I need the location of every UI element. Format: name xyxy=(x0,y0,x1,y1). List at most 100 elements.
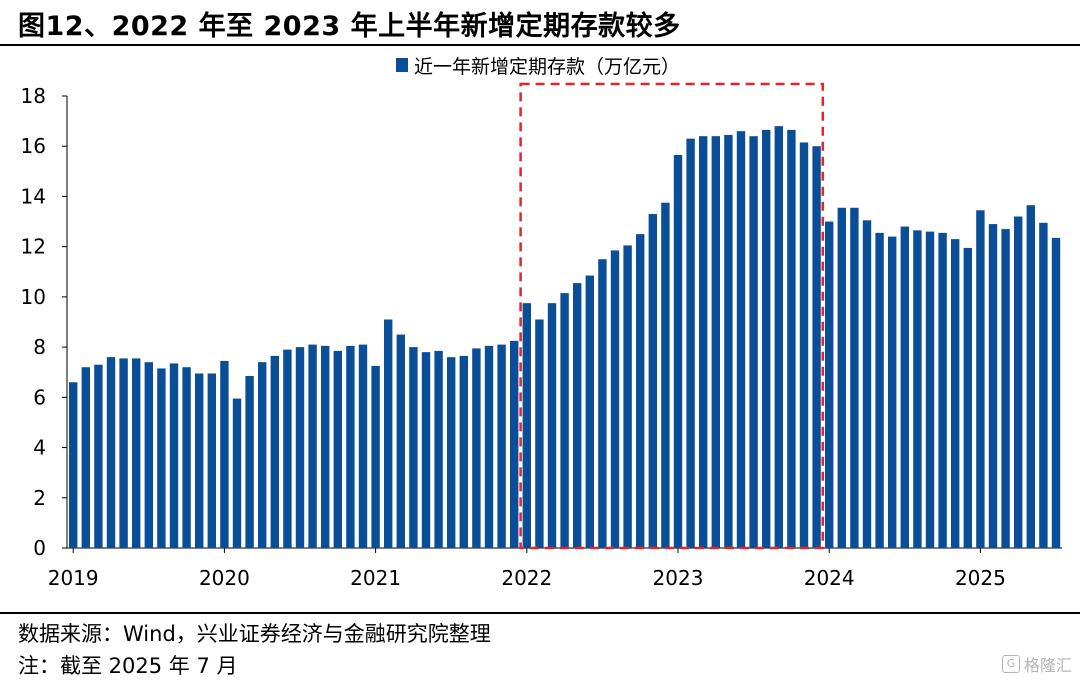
bar xyxy=(295,347,305,548)
bar xyxy=(951,239,960,548)
bar xyxy=(850,207,859,548)
bar xyxy=(270,355,279,548)
bar xyxy=(888,236,897,548)
x-axis: 2019 2020 2021 2022 2023 2024 2025 xyxy=(48,547,1062,590)
bar xyxy=(94,364,103,548)
watermark: G 格隆汇 xyxy=(1001,652,1072,676)
bar xyxy=(623,245,632,548)
highlight-box xyxy=(519,82,825,550)
bar xyxy=(963,247,972,548)
bar xyxy=(384,319,393,548)
bar xyxy=(686,138,695,548)
bar xyxy=(938,232,947,548)
bar xyxy=(1014,216,1023,549)
y-tick-label: 12 xyxy=(21,235,46,259)
bar xyxy=(762,129,771,548)
x-tick-label: 2021 xyxy=(350,566,401,590)
bar xyxy=(119,358,128,548)
bar xyxy=(358,344,368,548)
bar xyxy=(1051,237,1061,548)
bar xyxy=(799,142,809,548)
bar-series xyxy=(69,126,1061,549)
x-tick-label: 2022 xyxy=(501,566,552,590)
watermark-logo-icon: G xyxy=(1001,655,1020,673)
bar xyxy=(598,259,607,548)
bar xyxy=(585,275,594,548)
bar xyxy=(510,340,519,548)
watermark-text: 格隆汇 xyxy=(1023,656,1072,675)
y-tick-label: 4 xyxy=(33,436,46,460)
bar xyxy=(245,375,254,548)
bar xyxy=(862,220,872,549)
bar xyxy=(283,349,292,548)
bar xyxy=(69,382,78,548)
bar xyxy=(661,202,670,548)
figure-title: 图12、2022 年至 2023 年上半年新增定期存款较多 xyxy=(18,11,681,42)
data-source: 数据来源：Wind，兴业证券经济与金融研究院整理 xyxy=(18,622,491,646)
bar xyxy=(308,344,317,548)
bar xyxy=(396,334,405,548)
bar xyxy=(459,355,468,548)
bar xyxy=(447,357,456,548)
bar xyxy=(258,362,267,548)
dashed-highlight-box xyxy=(519,82,825,550)
bottom-rule xyxy=(0,612,1080,614)
x-tick-label: 2019 xyxy=(48,566,99,590)
bar xyxy=(195,373,204,548)
bar-chart: 0 2 4 6 8 10 12 14 16 18 2019 2020 2021 2022 2023 2024… xyxy=(21,56,1062,590)
bar xyxy=(1026,205,1035,548)
bar xyxy=(535,319,544,548)
bar xyxy=(648,214,657,548)
bar xyxy=(837,207,846,548)
bar xyxy=(925,231,935,548)
bar xyxy=(699,136,708,548)
bar xyxy=(900,226,909,549)
bar xyxy=(346,345,355,548)
bar xyxy=(988,224,998,549)
bar xyxy=(144,362,153,548)
bar xyxy=(560,293,569,548)
bar xyxy=(636,234,645,548)
y-tick-label: 6 xyxy=(33,385,46,409)
x-tick-label: 2025 xyxy=(955,566,1006,590)
bar xyxy=(497,344,506,548)
bar xyxy=(182,367,191,548)
bar xyxy=(434,350,443,548)
bar xyxy=(409,347,418,548)
y-tick-label: 8 xyxy=(33,335,46,359)
bar xyxy=(157,368,166,548)
top-rule xyxy=(0,44,1080,46)
bar xyxy=(333,350,342,548)
bar xyxy=(371,365,380,548)
x-tick-label: 2024 xyxy=(804,566,855,590)
bar xyxy=(724,134,733,548)
bar xyxy=(522,303,531,548)
bar xyxy=(875,232,884,548)
y-tick-label: 0 xyxy=(33,536,46,560)
y-tick-label: 2 xyxy=(33,486,46,510)
bar xyxy=(169,363,179,548)
bar xyxy=(232,398,242,548)
bar xyxy=(736,131,746,548)
bar xyxy=(1039,222,1048,549)
bar xyxy=(711,136,720,548)
bar xyxy=(749,136,758,548)
bar xyxy=(1001,229,1010,549)
bar xyxy=(421,352,431,548)
x-tick-label: 2020 xyxy=(199,566,250,590)
bar xyxy=(547,303,557,548)
legend-swatch xyxy=(396,58,408,72)
bar xyxy=(673,155,683,548)
bar xyxy=(220,360,229,548)
bar xyxy=(812,146,821,548)
footnote: 注：截至 2025 年 7 月 xyxy=(18,654,238,678)
bar xyxy=(913,230,922,548)
bar xyxy=(106,357,116,548)
legend-label: 近一年新增定期存款（万亿元） xyxy=(414,56,680,78)
bar xyxy=(573,283,582,548)
bar xyxy=(132,358,141,548)
bar xyxy=(976,210,985,548)
bar xyxy=(610,250,620,548)
y-tick-label: 18 xyxy=(21,84,46,108)
y-tick-label: 10 xyxy=(21,285,46,309)
